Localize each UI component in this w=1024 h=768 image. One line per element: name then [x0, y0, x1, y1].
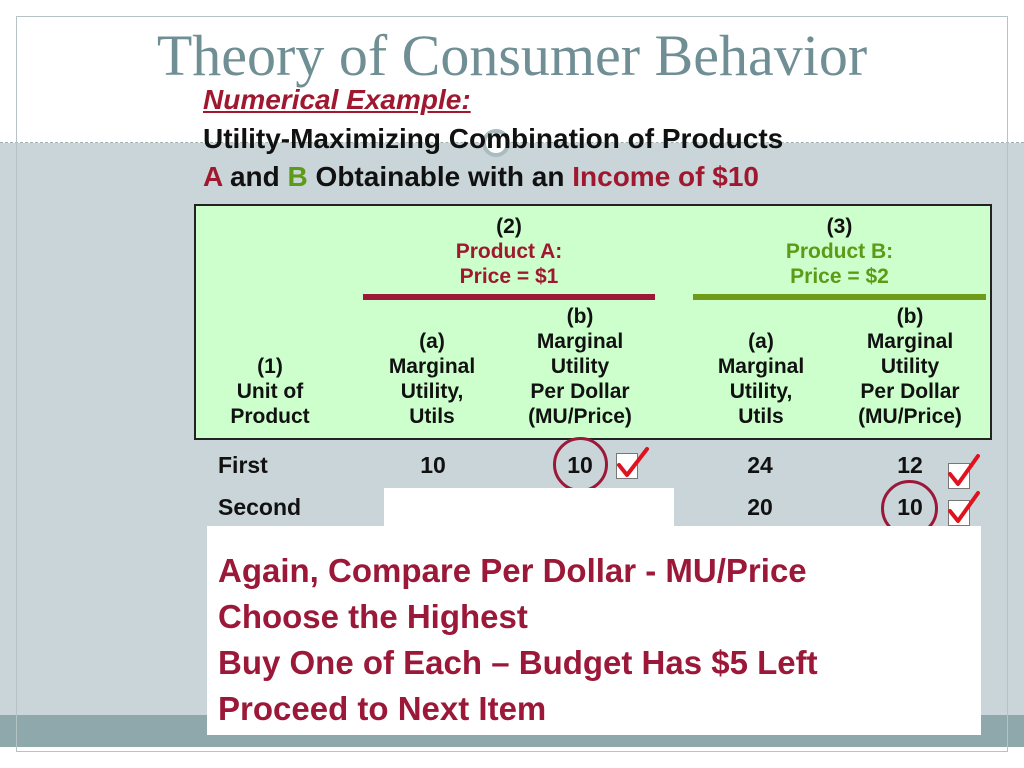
column-header-b-mupd-line: (b): [896, 305, 924, 328]
callout-line-4: Proceed to Next Item: [218, 690, 547, 727]
check-mark-icon: [948, 454, 980, 486]
product-b-number: (3): [826, 215, 853, 238]
heading-income: Income of $10: [572, 161, 759, 192]
column-header-b-mupd-line: (MU/Price): [858, 405, 962, 428]
hidden-row-mask: [384, 488, 674, 532]
row-2-b-mu: 20: [747, 494, 773, 520]
slide-top-band: [0, 0, 1024, 143]
callout-line-2: Choose the Highest: [218, 598, 528, 635]
heading-line-2: A and B Obtainable with an Income of $10: [203, 160, 759, 194]
column-header-unit-line: Unit of: [236, 380, 304, 403]
product-a-header: (2) Product A: Price = $1: [363, 214, 655, 289]
column-header-a-mupd-line: Utility: [550, 355, 610, 378]
checkbox-icon: [616, 453, 638, 479]
checkbox-icon: [948, 500, 970, 526]
heading-product-b: B: [287, 161, 308, 192]
product-b-name: Product B:: [785, 240, 894, 263]
column-header-b-mu-line: Utility,: [729, 380, 793, 403]
column-header-a-mu: (a) Marginal Utility, Utils: [364, 329, 500, 429]
checkbox-icon: [948, 463, 970, 489]
column-header-a-mu-line: Utils: [409, 405, 455, 428]
row-1-a-mu-per-dollar: 10: [567, 452, 593, 478]
column-header-b-mupd-line: Per Dollar: [860, 380, 960, 403]
product-a-name: Product A:: [455, 240, 563, 263]
row-2-b-mu-per-dollar: 10: [897, 494, 923, 520]
column-header-a-mu-line: Marginal: [388, 355, 476, 378]
slide-title: Theory of Consumer Behavior: [156, 23, 868, 88]
slide-subtitle: Numerical Example:: [203, 84, 471, 115]
heading-line-1: Utility-Maximizing Combination of Produc…: [203, 123, 784, 154]
check-mark-icon: [617, 447, 649, 477]
table-header-box: [194, 204, 992, 440]
check-mark-icon: [948, 491, 980, 523]
row-2-unit: Second: [218, 494, 302, 520]
column-header-unit-line: Product: [230, 405, 310, 428]
callout-line-3: Buy One of Each – Budget Has $5 Left: [218, 644, 818, 681]
product-a-number: (2): [496, 215, 522, 238]
product-b-divider: [693, 294, 986, 300]
product-a-divider: [363, 294, 655, 300]
decorative-ring-icon: [482, 129, 510, 157]
product-a-price: Price = $1: [459, 265, 559, 288]
row-1-b-mu-per-dollar: 12: [897, 452, 923, 478]
column-header-b-mu-line: Utils: [738, 405, 784, 428]
column-header-a-mupd-line: Marginal: [536, 330, 624, 353]
row-1-unit: First: [218, 452, 268, 478]
callout-line-1: Again, Compare Per Dollar - MU/Price: [218, 552, 807, 589]
column-header-b-mupd-line: Marginal: [866, 330, 954, 353]
column-header-a-mupd-line: (b): [566, 305, 594, 328]
row-1-a-mu: 10: [420, 452, 446, 478]
product-b-price: Price = $2: [790, 265, 889, 288]
column-header-b-mu-line: (a): [748, 330, 774, 353]
column-header-b-mu-line: Marginal: [717, 355, 805, 378]
column-header-a-mu-line: Utility,: [400, 380, 464, 403]
callout-text: Again, Compare Per Dollar - MU/Price Cho…: [218, 548, 818, 732]
column-header-a-mupd-line: Per Dollar: [530, 380, 630, 403]
column-header-b-mu: (a) Marginal Utility, Utils: [693, 329, 829, 429]
column-header-b-mupd-line: Utility: [880, 355, 940, 378]
heading-and: and: [229, 161, 280, 192]
column-header-a-mupd-line: (MU/Price): [528, 405, 632, 428]
callout-box: [207, 526, 981, 735]
column-header-unit-line: (1): [257, 355, 283, 378]
heading-product-a: A: [203, 161, 223, 192]
heading-obtainable: Obtainable with an: [315, 161, 565, 192]
product-b-header: (3) Product B: Price = $2: [693, 214, 986, 289]
column-header-unit: (1) Unit of Product: [200, 354, 340, 429]
column-header-b-mu-per-dollar: (b) Marginal Utility Per Dollar (MU/Pric…: [830, 304, 990, 429]
column-header-a-mu-per-dollar: (b) Marginal Utility Per Dollar (MU/Pric…: [500, 304, 660, 429]
column-header-a-mu-line: (a): [419, 330, 445, 353]
row-1-b-mu: 24: [747, 452, 773, 478]
